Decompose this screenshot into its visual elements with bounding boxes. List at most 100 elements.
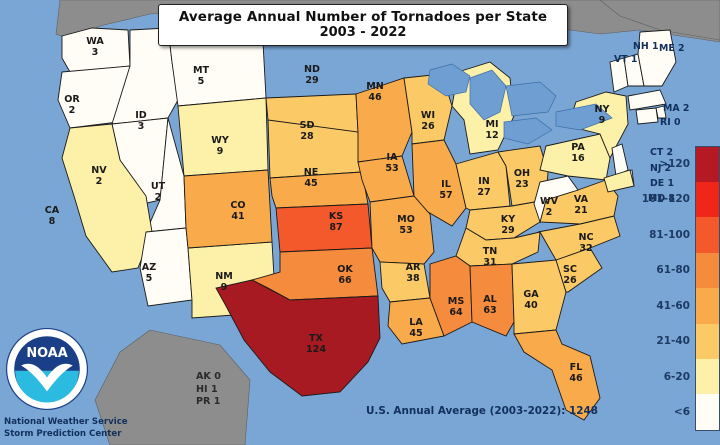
legend-row: 6-20 (624, 359, 720, 395)
state-code-il: IL (441, 179, 451, 190)
state-code-nd: ND (304, 64, 320, 75)
legend-row: <6 (624, 394, 720, 431)
state-value-oh: 23 (515, 179, 528, 190)
state-ct (635, 107, 659, 125)
state-code-oh: OH (514, 168, 530, 179)
state-code-nc: NC (578, 232, 593, 243)
state-value-in: 27 (477, 187, 490, 198)
state-code-mt: MT (193, 65, 210, 76)
legend-swatch (695, 145, 720, 182)
state-label-ny: NY9 (595, 104, 611, 126)
state-label-nh: NH 1 (633, 41, 658, 52)
noaa-branding: NOAA National Weather Service Storm Pred… (4, 326, 128, 439)
state-ma (627, 89, 667, 111)
state-code-ok: OK (337, 264, 353, 275)
state-il (411, 139, 467, 227)
state-label-nv: NV2 (91, 165, 107, 187)
agency-name-line2: Storm Prediction Center (4, 428, 122, 439)
state-code-mn: MN (366, 81, 384, 92)
state-code-mo: MO (397, 214, 415, 225)
state-code-az: AZ (142, 262, 156, 273)
legend-row: 81-100 (624, 217, 720, 253)
state-code-la: LA (409, 317, 423, 328)
state-code-ia: IA (387, 152, 399, 163)
offshore-ak: AK 0 (196, 371, 221, 382)
state-code-ks: KS (329, 211, 343, 222)
state-fl (513, 329, 601, 421)
state-label-nj: NJ 2 (650, 163, 671, 174)
state-code-wv: WV (540, 196, 559, 207)
legend-swatch (695, 181, 720, 217)
state-value-ks: 87 (329, 222, 342, 233)
state-code-sd: SD (300, 120, 315, 131)
state-label-wa: WA3 (86, 36, 104, 58)
state-label-nm: NM9 (215, 271, 233, 293)
state-label-md: MD 8 (648, 193, 675, 204)
legend-row: 41-60 (624, 288, 720, 324)
state-ne (269, 171, 369, 209)
states-layer (57, 23, 677, 421)
state-or (57, 65, 135, 129)
state-value-pa: 16 (571, 153, 585, 164)
legend-label: <6 (673, 406, 690, 419)
state-code-ga: GA (523, 289, 539, 300)
state-value-fl: 46 (569, 373, 583, 384)
state-code-co: CO (230, 200, 245, 211)
state-value-ms: 64 (449, 307, 463, 318)
state-value-mi: 12 (485, 130, 498, 141)
agency-name-line1: National Weather Service (4, 417, 128, 427)
legend-label: 81-100 (649, 228, 690, 241)
legend-swatch (695, 359, 720, 395)
state-code-fl: FL (570, 362, 583, 373)
state-value-ok: 66 (338, 275, 352, 286)
svg-text:NOAA: NOAA (26, 346, 67, 361)
northeast-labels-layer: VT 1 NH 1 ME 2 MA 2 RI 0 CT 2 NJ 2 DE 1 MD 8 (614, 41, 689, 204)
state-code-mi: MI (485, 119, 498, 130)
state-value-ny: 9 (599, 115, 606, 126)
map-legend: >120 101-120 81-100 61-80 41-60 21-40 6-20 <6 (624, 145, 720, 431)
state-label-mt: MT5 (193, 65, 210, 87)
state-value-il: 57 (439, 190, 452, 201)
state-code-wy: WY (211, 135, 230, 146)
state-label-id: ID3 (135, 110, 147, 132)
state-label-me: ME 2 (659, 43, 685, 54)
state-value-ut: 2 (155, 192, 162, 203)
state-value-wy: 9 (217, 146, 224, 157)
legend-swatch (695, 252, 720, 288)
map-title-line2: 2003 - 2022 (319, 25, 407, 40)
state-value-nv: 2 (96, 176, 103, 187)
legend-swatch (695, 394, 720, 431)
state-la (387, 297, 445, 345)
map-title-box: Average Annual Number of Tornadoes per S… (158, 4, 568, 46)
state-code-ut: UT (151, 181, 166, 192)
state-value-ga: 40 (524, 300, 538, 311)
state-value-mo: 53 (399, 225, 412, 236)
state-label-ma: MA 2 (663, 103, 689, 114)
state-code-ky: KY (501, 214, 516, 225)
legend-label: 41-60 (656, 299, 690, 312)
state-value-mn: 46 (368, 92, 382, 103)
state-label-ri: RI 0 (660, 117, 681, 128)
state-value-nm: 9 (221, 282, 228, 293)
state-me (637, 29, 677, 87)
state-label-wy: WY9 (211, 135, 230, 157)
state-code-ny: NY (595, 104, 611, 115)
state-tx (215, 279, 381, 397)
legend-swatch (695, 217, 720, 253)
state-value-nc: 32 (579, 243, 592, 254)
legend-swatch (695, 288, 720, 324)
state-label-az: AZ5 (142, 262, 156, 284)
state-code-wi: WI (421, 110, 435, 121)
state-value-wv: 2 (546, 207, 553, 218)
